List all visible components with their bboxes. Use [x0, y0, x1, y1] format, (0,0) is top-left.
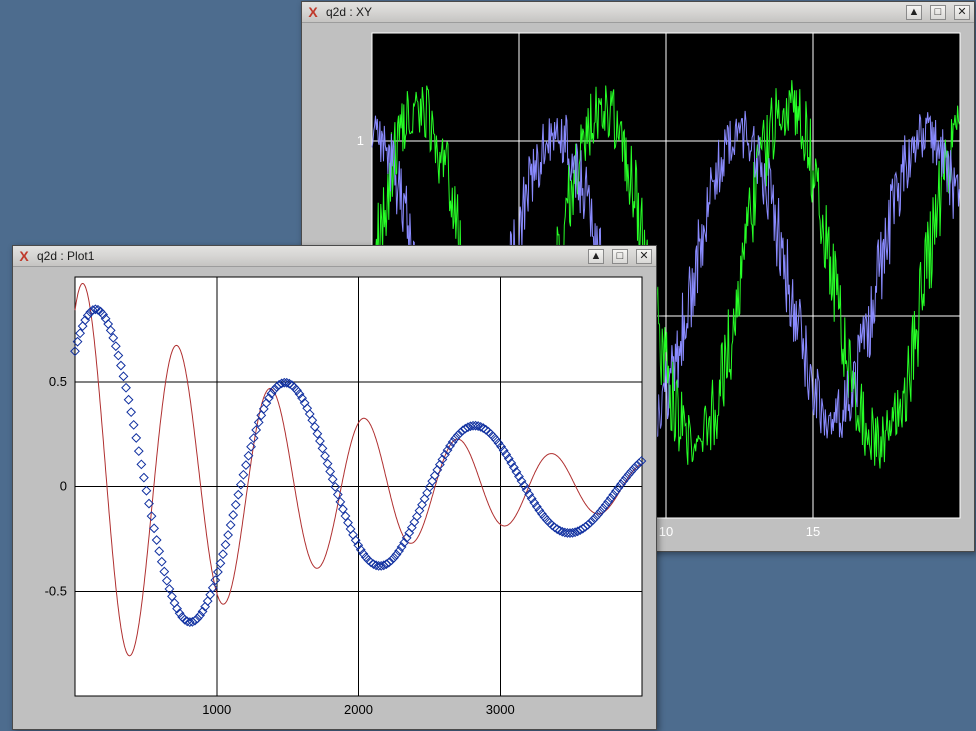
- maximize-button[interactable]: □: [612, 249, 628, 264]
- svg-text:0.5: 0.5: [49, 374, 67, 389]
- desktop: X q2d : XY ▲ □ ✕ 10 15 1 X q2d : Plot1 ▲ □…: [0, 0, 976, 731]
- window-plot1[interactable]: X q2d : Plot1 ▲ □ ✕ 1000 2000 3000 -0.5 0 0.5: [12, 245, 657, 730]
- svg-text:1000: 1000: [202, 702, 231, 717]
- svg-text:1: 1: [357, 133, 364, 148]
- close-button[interactable]: ✕: [636, 249, 652, 264]
- plot-plot1: 1000 2000 3000 -0.5 0 0.5: [13, 267, 656, 729]
- svg-text:10: 10: [659, 524, 673, 539]
- window-xy-title: q2d : XY: [326, 5, 898, 19]
- close-button[interactable]: ✕: [954, 5, 970, 20]
- maximize-button[interactable]: □: [930, 5, 946, 20]
- window-plot1-title: q2d : Plot1: [37, 249, 580, 263]
- titlebar-plot1[interactable]: X q2d : Plot1 ▲ □ ✕: [13, 246, 656, 267]
- svg-text:15: 15: [806, 524, 820, 539]
- svg-text:2000: 2000: [344, 702, 373, 717]
- app-x-icon: X: [17, 249, 31, 263]
- shade-button[interactable]: ▲: [588, 249, 604, 264]
- app-x-icon: X: [306, 5, 320, 19]
- titlebar-xy[interactable]: X q2d : XY ▲ □ ✕: [302, 2, 974, 23]
- svg-text:-0.5: -0.5: [45, 583, 67, 598]
- shade-button[interactable]: ▲: [906, 5, 922, 20]
- svg-text:0: 0: [60, 479, 67, 494]
- svg-text:3000: 3000: [486, 702, 515, 717]
